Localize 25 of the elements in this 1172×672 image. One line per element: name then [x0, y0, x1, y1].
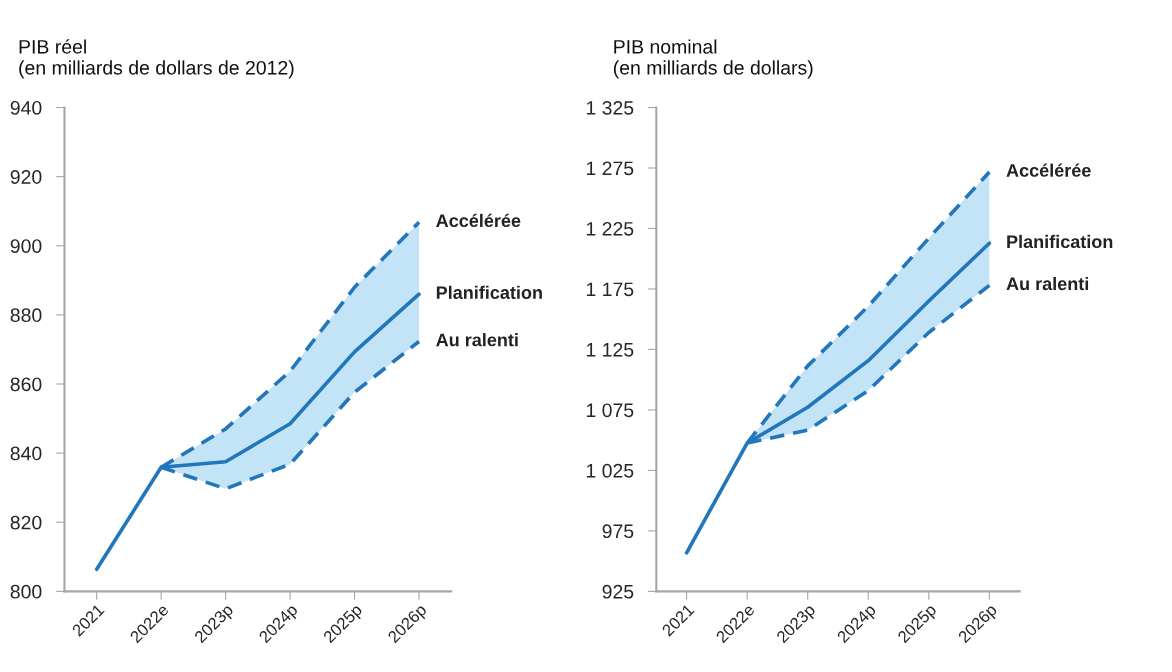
- series-label: Accélérée: [436, 213, 521, 228]
- chart-title: PIB nominal (en milliards de dollars): [613, 39, 813, 79]
- y-tick-label: 840: [10, 446, 42, 461]
- y-tick-label: 900: [10, 239, 42, 253]
- y-tick-label: 925: [602, 584, 634, 599]
- chart-title: PIB réel (en milliards de dollars de 2012): [19, 39, 294, 79]
- y-tick-label: 1 325: [586, 100, 634, 115]
- series-label: Au ralenti: [436, 333, 518, 347]
- y-tick-label: 920: [10, 170, 42, 184]
- y-tick-label: 1 125: [586, 342, 634, 357]
- series-label: Accélérée: [1006, 163, 1091, 177]
- y-tick-label: 1 025: [586, 463, 634, 478]
- series-label: Au ralenti: [1006, 276, 1089, 291]
- y-tick-label: 820: [10, 515, 42, 530]
- y-tick-label: 975: [602, 524, 634, 539]
- y-tick-label: 1 075: [586, 403, 634, 418]
- y-tick-label: 940: [10, 100, 42, 115]
- series-label: Planification: [436, 285, 542, 299]
- y-tick-label: 860: [10, 377, 42, 392]
- y-tick-label: 1 175: [586, 282, 634, 297]
- y-tick-label: 800: [10, 584, 42, 599]
- y-tick-label: 1 275: [586, 161, 634, 176]
- y-tick-label: 1 225: [586, 221, 634, 236]
- series-label: Planification: [1007, 234, 1113, 249]
- y-tick-label: 880: [10, 308, 42, 323]
